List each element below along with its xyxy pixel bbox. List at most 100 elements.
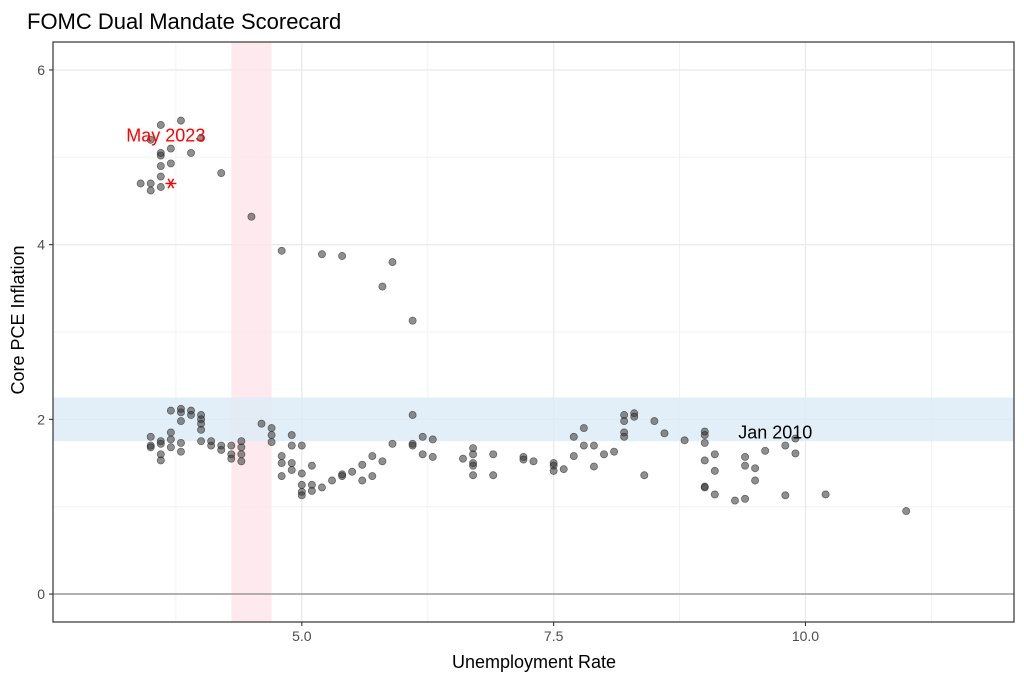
data-point xyxy=(156,456,165,465)
y-axis-title: Core PCE Inflation xyxy=(8,245,28,394)
data-point xyxy=(146,432,155,441)
data-point xyxy=(428,452,437,461)
data-point xyxy=(640,471,649,480)
data-point xyxy=(741,461,749,470)
data-point xyxy=(388,258,397,267)
data-point xyxy=(700,438,709,447)
data-point xyxy=(519,455,528,464)
data-point xyxy=(408,441,417,450)
data-point xyxy=(146,179,155,188)
data-point xyxy=(700,456,709,465)
data-point xyxy=(408,316,417,325)
data-point xyxy=(710,466,719,475)
data-point xyxy=(741,452,749,461)
annotation-label: Jan 2010 xyxy=(738,422,812,442)
data-point xyxy=(277,472,286,481)
data-point xyxy=(237,457,246,466)
data-point xyxy=(579,424,588,433)
data-point xyxy=(176,404,185,413)
data-point xyxy=(338,252,347,260)
data-point xyxy=(217,445,226,454)
data-point xyxy=(418,450,427,459)
data-point xyxy=(237,437,246,446)
y-tick-label: 4 xyxy=(37,237,45,253)
data-point xyxy=(569,452,578,460)
panel-border xyxy=(52,41,1015,623)
data-point xyxy=(348,467,357,476)
data-point xyxy=(287,431,296,440)
data-point xyxy=(146,186,155,195)
y-tick-label: 0 xyxy=(37,586,45,602)
data-point xyxy=(176,438,185,447)
data-point xyxy=(489,471,498,480)
data-point xyxy=(751,464,760,473)
data-point xyxy=(318,483,326,492)
data-point xyxy=(318,250,326,259)
data-point xyxy=(156,172,165,181)
data-point xyxy=(307,487,316,495)
data-point xyxy=(307,461,316,470)
data-point xyxy=(489,450,498,459)
highlight-marker xyxy=(165,178,177,189)
data-point xyxy=(237,450,246,459)
data-point xyxy=(328,476,336,485)
data-point xyxy=(620,432,629,441)
unemployment-band xyxy=(231,42,272,622)
data-point xyxy=(187,411,195,419)
data-point xyxy=(710,450,719,459)
data-point xyxy=(731,496,739,505)
data-point xyxy=(741,494,749,503)
data-point xyxy=(559,465,568,474)
data-point xyxy=(388,439,397,448)
data-point xyxy=(156,121,165,129)
data-point xyxy=(610,447,619,456)
data-point xyxy=(297,491,306,500)
data-point xyxy=(297,441,306,450)
data-point xyxy=(529,457,538,466)
data-point xyxy=(630,412,639,421)
data-point xyxy=(781,441,790,450)
data-point xyxy=(358,476,367,485)
data-point xyxy=(197,134,206,143)
data-point xyxy=(277,459,286,467)
highlight-marker-stroke xyxy=(167,178,175,189)
data-point xyxy=(459,454,467,463)
highlight-label: May 2023 xyxy=(126,125,205,145)
y-tick-label: 2 xyxy=(37,411,45,427)
data-point xyxy=(700,431,709,440)
data-point xyxy=(791,449,800,458)
data-point xyxy=(297,480,306,489)
data-point xyxy=(166,406,175,415)
data-point xyxy=(176,417,185,426)
data-point xyxy=(650,417,659,426)
data-point xyxy=(469,450,478,459)
data-point xyxy=(156,162,165,170)
data-point xyxy=(579,441,588,450)
data-point xyxy=(751,476,760,485)
data-point xyxy=(821,490,830,499)
data-point xyxy=(589,441,598,450)
data-point xyxy=(428,435,437,444)
data-point xyxy=(166,428,175,437)
data-point xyxy=(227,454,236,463)
data-point xyxy=(257,419,266,428)
data-point xyxy=(197,425,206,434)
data-point xyxy=(589,462,598,471)
data-point xyxy=(156,439,165,448)
data-point xyxy=(267,438,276,447)
y-tick-label: 6 xyxy=(37,62,45,78)
data-point xyxy=(287,459,296,467)
data-point xyxy=(146,443,155,452)
data-point xyxy=(469,471,478,480)
data-point xyxy=(660,429,669,438)
data-point xyxy=(378,457,387,466)
data-point xyxy=(902,507,911,516)
data-point xyxy=(680,436,689,445)
data-point xyxy=(156,183,165,191)
data-point xyxy=(227,441,236,450)
data-point xyxy=(469,461,478,470)
data-point xyxy=(146,135,155,144)
data-point xyxy=(338,472,347,481)
x-tick-label: 7.5 xyxy=(544,628,564,644)
data-point xyxy=(166,159,175,168)
